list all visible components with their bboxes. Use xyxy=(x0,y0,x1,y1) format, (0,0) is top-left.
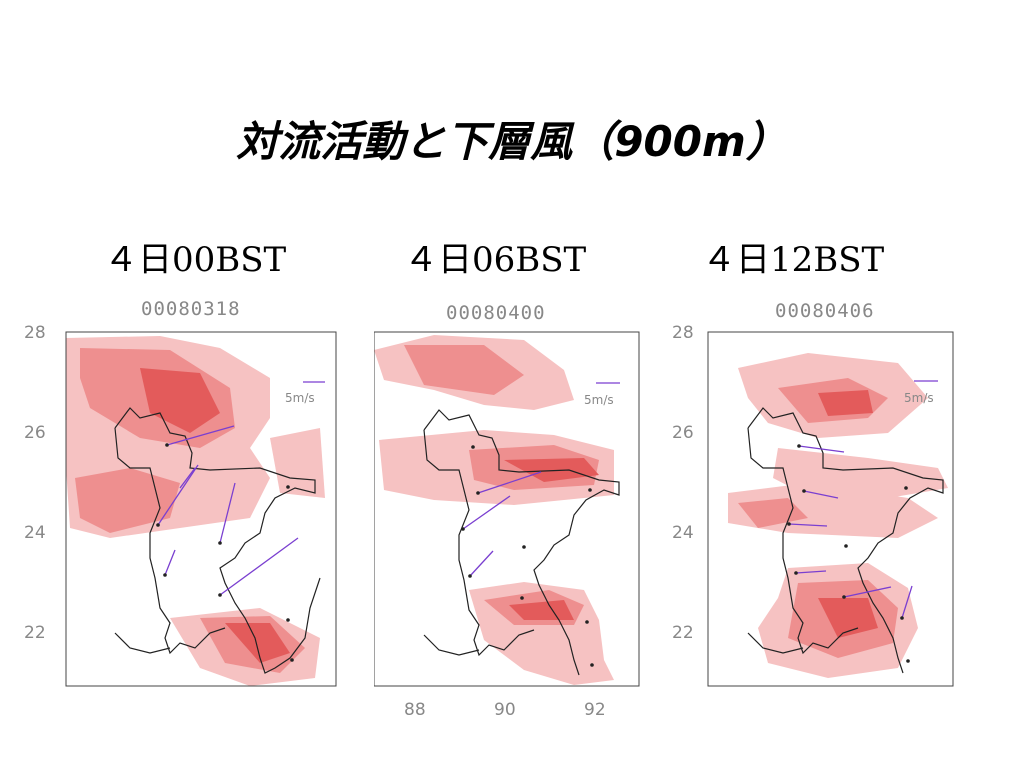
y-tick-24: 24 xyxy=(24,523,46,543)
y-tick-28: 28 xyxy=(672,323,694,343)
time-label-00bst: ４日00BST xyxy=(104,240,287,280)
x-tick-90: 90 xyxy=(494,700,516,720)
map-panel-12bst: 28 26 24 22 5m/s xyxy=(672,323,954,687)
wind-arrows xyxy=(788,380,938,619)
scale-legend-5ms: 5m/s xyxy=(904,391,934,405)
panel-code-3: 00080406 xyxy=(775,300,875,322)
y-tick-28: 28 xyxy=(24,323,46,343)
station-markers xyxy=(156,443,294,662)
station-markers xyxy=(461,445,594,667)
convection-shading xyxy=(66,336,325,686)
map-frame xyxy=(65,331,337,687)
panel-code-2: 00080400 xyxy=(446,302,546,324)
map-frame xyxy=(707,331,954,687)
convection-shading xyxy=(728,353,948,678)
y-tick-22: 22 xyxy=(672,623,694,643)
map-frame xyxy=(374,331,640,687)
y-tick-22: 22 xyxy=(24,623,46,643)
station-markers xyxy=(787,444,910,663)
x-tick-88: 88 xyxy=(404,700,426,720)
map-panel-00bst: 28 26 24 22 5m/s xyxy=(24,323,337,687)
y-tick-24: 24 xyxy=(672,523,694,543)
panel-code-1: 00080318 xyxy=(141,298,241,320)
map-panel-06bst: 5m/s 88 90 92 xyxy=(374,331,640,720)
coastline xyxy=(747,407,944,674)
coastline xyxy=(423,409,620,676)
scale-legend-5ms: 5m/s xyxy=(584,393,614,407)
time-label-06bst: ４日06BST xyxy=(404,240,587,280)
wind-arrows xyxy=(462,382,620,577)
x-tick-92: 92 xyxy=(584,700,606,720)
convection-shading xyxy=(374,335,614,685)
wind-arrows xyxy=(157,381,325,596)
time-label-12bst: ４日12BST xyxy=(702,240,885,280)
scale-legend-5ms: 5m/s xyxy=(285,391,315,405)
y-tick-26: 26 xyxy=(672,423,694,443)
slide-title: 対流活動と下層風（900m） xyxy=(236,117,788,166)
coastline xyxy=(114,407,321,674)
y-tick-26: 26 xyxy=(24,423,46,443)
